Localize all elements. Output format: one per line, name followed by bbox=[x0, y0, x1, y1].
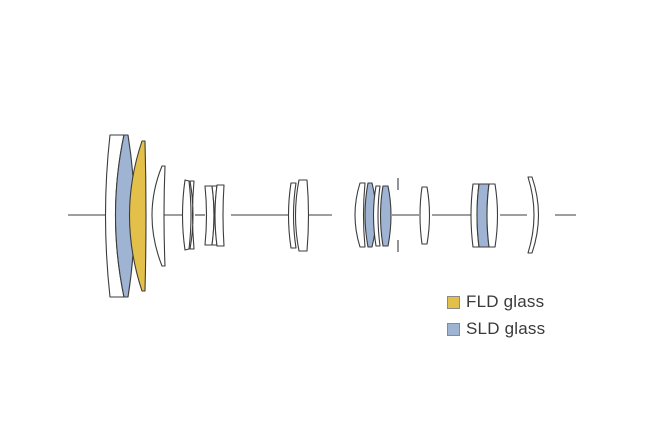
legend-swatch-fld bbox=[447, 295, 460, 309]
lens-element-11 bbox=[294, 179, 310, 252]
legend-swatch-sld bbox=[447, 322, 460, 336]
legend-label-fld: FLD glass bbox=[466, 292, 545, 311]
legend: FLD glass SLD glass bbox=[447, 292, 546, 338]
lens-element-14 bbox=[372, 185, 381, 247]
lens-element-12 bbox=[354, 182, 366, 248]
lens-element-20 bbox=[527, 176, 539, 254]
lens-element-9 bbox=[214, 184, 225, 247]
lens-element-15 bbox=[379, 185, 392, 247]
lens-element-10 bbox=[287, 182, 297, 249]
legend-label-sld: SLD glass bbox=[466, 319, 546, 338]
lens-element-5 bbox=[181, 179, 192, 251]
lens-element-6 bbox=[189, 180, 195, 250]
legend-item-sld: SLD glass bbox=[447, 319, 546, 338]
legend-item-fld: FLD glass bbox=[447, 292, 545, 311]
lens-element-3 bbox=[129, 140, 147, 292]
lens-element-19 bbox=[486, 183, 499, 248]
lens-element-4 bbox=[151, 165, 166, 267]
lens-element-16 bbox=[419, 186, 431, 245]
